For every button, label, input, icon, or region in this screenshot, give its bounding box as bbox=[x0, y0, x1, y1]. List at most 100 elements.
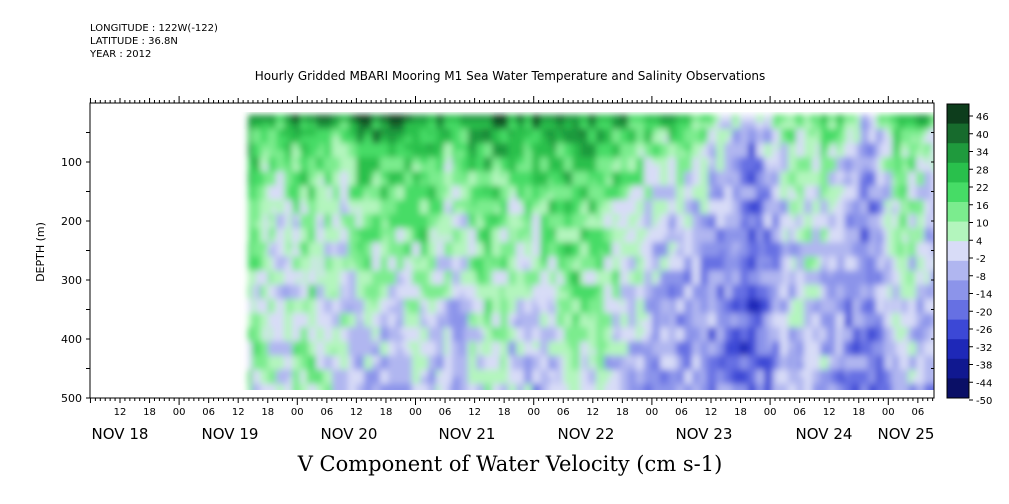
heat-cell bbox=[744, 228, 750, 242]
heat-cell bbox=[476, 185, 482, 199]
heat-cell bbox=[580, 348, 586, 362]
heat-cell bbox=[636, 206, 642, 220]
heat-cell bbox=[288, 270, 294, 284]
heat-cell bbox=[624, 235, 630, 249]
heat-cell bbox=[588, 327, 594, 341]
heat-cell bbox=[364, 320, 370, 334]
heat-cell bbox=[372, 376, 378, 390]
heat-cell bbox=[676, 270, 682, 284]
heat-cell bbox=[312, 277, 318, 291]
heat-cell bbox=[388, 249, 394, 263]
heat-cell bbox=[292, 291, 298, 305]
heat-cell bbox=[304, 327, 310, 341]
heat-cell bbox=[416, 348, 422, 362]
heat-cell bbox=[260, 199, 266, 213]
heat-cell bbox=[340, 157, 346, 171]
heat-cell bbox=[700, 114, 706, 128]
heat-cell bbox=[676, 341, 682, 355]
heat-cell bbox=[512, 362, 518, 376]
heat-cell bbox=[692, 213, 698, 227]
heat-cell bbox=[352, 242, 358, 256]
heat-cell bbox=[432, 157, 438, 171]
heat-cell bbox=[756, 185, 762, 199]
heat-cell bbox=[564, 334, 570, 348]
heat-cell bbox=[292, 157, 298, 171]
heat-cell bbox=[712, 284, 718, 298]
heat-cell bbox=[752, 369, 758, 383]
heat-cell bbox=[740, 383, 746, 390]
heat-cell bbox=[496, 199, 502, 213]
heat-cell bbox=[648, 157, 654, 171]
heat-cell bbox=[412, 313, 418, 327]
heat-cell bbox=[596, 291, 602, 305]
heat-cell bbox=[464, 150, 470, 164]
heat-cell bbox=[392, 249, 398, 263]
heat-cell bbox=[580, 270, 586, 284]
heat-cell bbox=[488, 121, 494, 135]
heat-cell bbox=[408, 221, 414, 234]
heat-cell bbox=[504, 228, 510, 242]
heat-cell bbox=[708, 192, 714, 206]
heat-cell bbox=[300, 320, 306, 334]
heat-cell bbox=[496, 249, 502, 263]
heat-cell bbox=[424, 284, 430, 298]
heat-cell bbox=[328, 270, 334, 284]
heat-cell bbox=[344, 256, 350, 270]
heat-cell bbox=[744, 362, 750, 376]
heat-cell bbox=[412, 334, 418, 348]
heat-cell bbox=[560, 235, 566, 249]
heat-cell bbox=[408, 355, 414, 369]
heat-cell bbox=[596, 136, 602, 150]
heat-cell bbox=[400, 157, 406, 171]
heat-cell bbox=[472, 270, 478, 284]
heat-cell bbox=[464, 128, 470, 142]
heat-cell bbox=[684, 355, 690, 369]
heat-cell bbox=[396, 341, 402, 355]
heat-cell bbox=[348, 114, 354, 128]
heat-cell bbox=[636, 327, 642, 341]
heat-cell bbox=[756, 206, 762, 220]
heat-cell bbox=[556, 136, 562, 150]
heat-cell bbox=[532, 305, 538, 319]
heat-cell bbox=[524, 284, 530, 298]
heat-cell bbox=[316, 270, 322, 284]
heat-cell bbox=[404, 178, 410, 192]
heat-cell bbox=[752, 143, 758, 157]
heat-cell bbox=[728, 277, 734, 291]
heat-cell bbox=[636, 362, 642, 376]
heat-cell bbox=[540, 369, 546, 383]
heat-cell bbox=[444, 313, 450, 327]
heat-cell bbox=[472, 376, 478, 390]
heat-cell bbox=[576, 213, 582, 227]
heat-cell bbox=[652, 369, 658, 383]
heat-cell bbox=[488, 143, 494, 157]
heat-cell bbox=[724, 355, 730, 369]
heat-cell bbox=[516, 327, 522, 341]
heat-cell bbox=[712, 348, 718, 362]
heat-cell bbox=[324, 376, 330, 390]
heat-cell bbox=[412, 199, 418, 213]
heat-cell bbox=[272, 355, 278, 369]
heat-cell bbox=[524, 355, 530, 369]
heat-cell bbox=[648, 164, 654, 178]
heat-cell bbox=[632, 178, 638, 192]
heat-cell bbox=[612, 341, 618, 355]
heat-cell bbox=[396, 235, 402, 249]
heat-cell bbox=[348, 305, 354, 319]
heat-cell bbox=[456, 121, 462, 135]
heat-cell bbox=[352, 298, 358, 312]
heat-cell bbox=[540, 171, 546, 185]
heat-cell bbox=[508, 235, 514, 249]
heat-cell bbox=[544, 362, 550, 376]
heat-cell bbox=[328, 242, 334, 256]
heat-cell bbox=[696, 256, 702, 270]
heat-cell bbox=[388, 143, 394, 157]
heat-cell bbox=[444, 121, 450, 135]
heat-cell bbox=[716, 164, 722, 178]
heat-cell bbox=[672, 150, 678, 164]
heat-cell bbox=[732, 334, 738, 348]
heat-cell bbox=[572, 171, 578, 185]
heat-cell bbox=[248, 221, 254, 234]
heat-cell bbox=[260, 369, 266, 383]
heat-cell bbox=[408, 320, 414, 334]
